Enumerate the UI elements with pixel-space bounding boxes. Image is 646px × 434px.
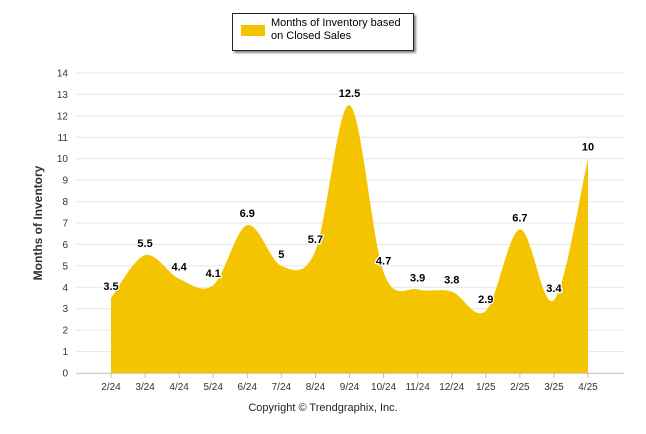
y-tick-label: 6 <box>62 240 68 251</box>
legend: Months of Inventory based on Closed Sale… <box>232 13 414 51</box>
x-tick-label: 1/25 <box>476 382 496 393</box>
data-label: 5.7 <box>308 234 323 246</box>
data-label: 3.5 <box>103 281 118 293</box>
y-tick-label: 2 <box>62 326 68 337</box>
data-label: 12.5 <box>339 88 360 100</box>
data-label: 5.5 <box>137 238 152 250</box>
x-tick-label: 9/24 <box>340 382 360 393</box>
x-tick-label: 6/24 <box>238 382 258 393</box>
x-tick-label: 7/24 <box>272 382 292 393</box>
data-label: 5 <box>278 249 284 261</box>
data-label: 4.7 <box>376 255 391 267</box>
y-axis-label: Months of Inventory <box>31 165 45 281</box>
area-fill <box>111 105 588 373</box>
data-label: 6.9 <box>240 208 255 220</box>
y-tick-label: 3 <box>62 304 68 315</box>
x-tick-label: 3/24 <box>135 382 155 393</box>
data-label: 4.4 <box>171 262 187 274</box>
y-tick-label: 11 <box>58 133 69 144</box>
y-tick-label: 8 <box>62 197 68 208</box>
data-label: 3.9 <box>410 272 425 284</box>
y-tick-label: 14 <box>57 69 69 80</box>
y-tick-label: 1 <box>62 347 68 358</box>
y-tick-label: 5 <box>62 261 68 272</box>
data-label: 6.7 <box>512 212 527 224</box>
x-tick-label: 2/25 <box>510 382 530 393</box>
x-tick-label: 5/24 <box>203 382 223 393</box>
x-axis-ticks: 2/24 3/24 4/24 5/24 6/24 7/24 8/24 9/24 10/24 11/… <box>101 373 598 393</box>
x-tick-label: 2/24 <box>101 382 121 393</box>
x-tick-label: 12/24 <box>439 382 464 393</box>
x-tick-label: 8/24 <box>306 382 326 393</box>
y-tick-label: 10 <box>57 154 69 165</box>
y-tick-label: 9 <box>62 176 68 187</box>
data-label: 10 <box>582 142 594 154</box>
y-tick-label: 12 <box>57 111 69 122</box>
data-label: 3.4 <box>546 283 562 295</box>
x-tick-label: 3/25 <box>544 382 564 393</box>
copyright-footer: Copyright © Trendgraphix, Inc. <box>248 402 398 414</box>
y-tick-label: 0 <box>62 369 68 380</box>
x-tick-label: 4/25 <box>578 382 598 393</box>
data-label: 2.9 <box>478 294 493 306</box>
data-labels: 3.5 5.5 4.4 4.1 6.9 5 5.7 12.5 4.7 3.9 3.8 2.9 6.7 3.… <box>102 87 595 307</box>
data-label: 4.1 <box>206 268 221 280</box>
x-tick-label: 11/24 <box>405 382 430 393</box>
y-tick-label: 13 <box>57 90 69 101</box>
x-tick-label: 4/24 <box>169 382 189 393</box>
y-tick-label: 7 <box>62 219 68 230</box>
legend-swatch <box>241 25 265 36</box>
legend-label: Months of Inventory based on Closed Sale… <box>271 17 401 42</box>
area-series <box>111 105 588 373</box>
data-label: 3.8 <box>444 275 459 287</box>
y-tick-label: 4 <box>62 283 68 294</box>
x-tick-label: 10/24 <box>371 382 396 393</box>
